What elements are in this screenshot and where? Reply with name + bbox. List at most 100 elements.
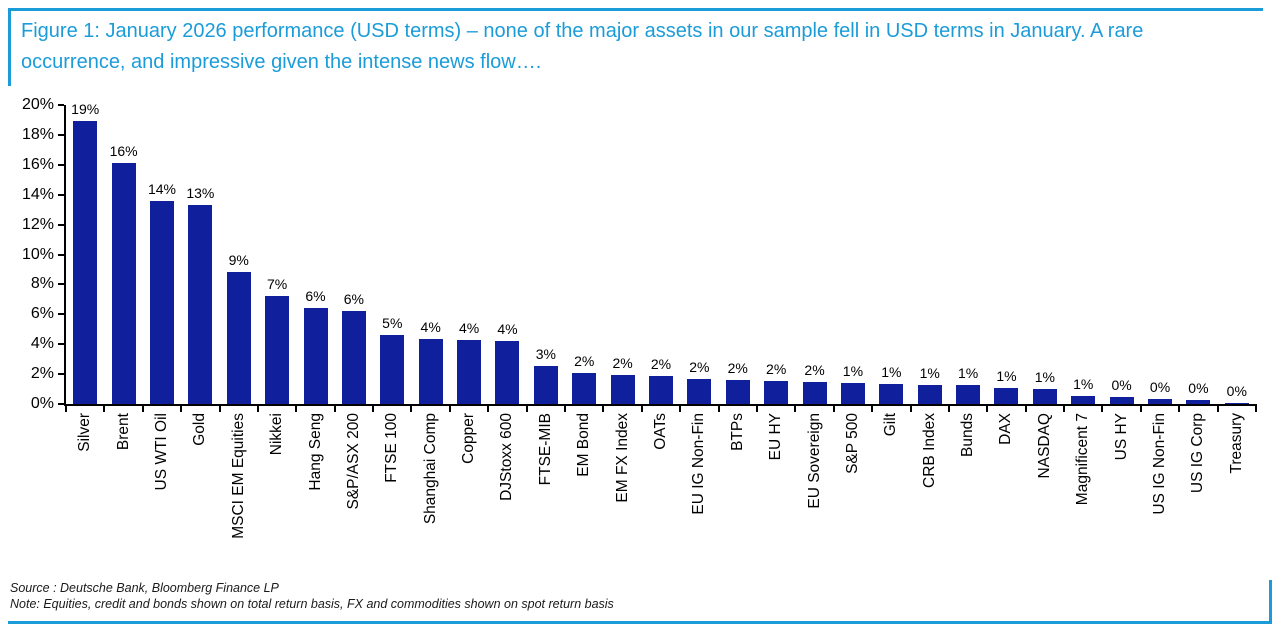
bar bbox=[994, 388, 1019, 404]
category-label: EM Bond bbox=[565, 413, 603, 573]
bar-value-label: 1% bbox=[881, 364, 902, 380]
category-label-text: S&P 500 bbox=[843, 413, 861, 474]
y-axis-label: 4% bbox=[30, 335, 54, 353]
category-label-text: CRB Index bbox=[920, 413, 938, 488]
bar bbox=[1148, 399, 1173, 404]
bar-value-label: 2% bbox=[766, 361, 787, 377]
bar bbox=[1224, 403, 1249, 404]
category-label: Magnificent 7 bbox=[1064, 413, 1102, 573]
x-axis-tick bbox=[986, 404, 989, 412]
y-axis-label: 20% bbox=[21, 96, 54, 113]
source-text: Source : Deutsche Bank, Bloomberg Financ… bbox=[10, 581, 279, 595]
x-axis-tick bbox=[218, 404, 221, 412]
category-label-text: Magnificent 7 bbox=[1074, 413, 1092, 506]
y-axis-tick bbox=[58, 373, 64, 376]
category-label-text: MSCI EM Equities bbox=[229, 413, 247, 539]
title-box: Figure 1: January 2026 performance (USD … bbox=[8, 8, 1263, 86]
bar bbox=[802, 382, 827, 404]
bar-value-label: 19% bbox=[71, 101, 100, 117]
x-axis-tick bbox=[794, 404, 797, 412]
category-label-text: FTSE-MIB bbox=[536, 413, 554, 486]
bottom-border-bracket bbox=[8, 580, 1272, 624]
y-axis-label: 6% bbox=[30, 305, 54, 323]
category-label: Hang Seng bbox=[296, 413, 334, 573]
x-axis-tick bbox=[871, 404, 874, 412]
category-label-text: EM Bond bbox=[575, 413, 593, 477]
x-axis-tick bbox=[487, 404, 490, 412]
y-axis-label: 14% bbox=[21, 185, 54, 203]
x-axis-tick bbox=[410, 404, 413, 412]
bar bbox=[495, 341, 520, 404]
bar-value-label: 2% bbox=[727, 360, 748, 376]
bar-value-label: 0% bbox=[1149, 379, 1171, 395]
category-label-text: FTSE 100 bbox=[383, 413, 401, 483]
y-axis-tick bbox=[58, 403, 64, 405]
x-axis-tick bbox=[717, 404, 720, 412]
category-label: CRB Index bbox=[911, 413, 949, 573]
bar bbox=[649, 376, 673, 404]
bar-value-label: 0% bbox=[1111, 377, 1132, 393]
bar bbox=[418, 339, 443, 404]
y-axis-tick bbox=[58, 283, 64, 286]
bar bbox=[1186, 400, 1211, 404]
bar-value-label: 3% bbox=[535, 346, 556, 362]
x-axis-tick bbox=[103, 404, 106, 412]
category-label: Copper bbox=[450, 413, 488, 573]
bar bbox=[687, 379, 712, 404]
category-label-text: Nikkei bbox=[268, 413, 286, 456]
y-axis-tick bbox=[58, 104, 64, 106]
category-label-text: US IG Corp bbox=[1189, 413, 1207, 494]
bar bbox=[956, 385, 981, 404]
x-axis-tick bbox=[295, 404, 298, 412]
bar-value-label: 2% bbox=[650, 356, 672, 372]
category-label: FTSE 100 bbox=[373, 413, 411, 573]
category-label: Treasury bbox=[1218, 413, 1256, 573]
y-axis-tick bbox=[58, 313, 64, 316]
x-axis-tick bbox=[602, 404, 605, 412]
bar-value-label: 1% bbox=[1034, 369, 1055, 385]
category-label: US WTI Oil bbox=[143, 413, 181, 573]
x-axis-tick bbox=[141, 404, 144, 412]
bar bbox=[226, 272, 251, 404]
bar bbox=[73, 121, 98, 404]
bar bbox=[1109, 397, 1134, 404]
bar bbox=[1071, 396, 1096, 404]
bar bbox=[149, 201, 174, 404]
bar bbox=[111, 163, 136, 404]
category-label-text: S&P/ASX 200 bbox=[344, 413, 362, 510]
category-label: Bunds bbox=[949, 413, 987, 573]
category-label-text: Gilt bbox=[882, 413, 900, 437]
bar-value-label: 2% bbox=[612, 355, 633, 371]
bar bbox=[725, 380, 750, 404]
bar-value-label: 7% bbox=[267, 276, 288, 292]
category-label: EM FX Index bbox=[603, 413, 641, 573]
x-axis-tick bbox=[372, 404, 375, 412]
y-axis-label: 16% bbox=[21, 155, 54, 173]
bar bbox=[917, 385, 942, 404]
category-label: US HY bbox=[1102, 413, 1140, 573]
category-label: EU HY bbox=[757, 413, 795, 573]
x-axis-tick bbox=[65, 404, 67, 412]
bar bbox=[840, 383, 865, 404]
category-label: EU Sovereign bbox=[795, 413, 833, 573]
category-label-text: BTPs bbox=[728, 413, 746, 451]
bar-value-label: 4% bbox=[458, 320, 480, 336]
x-axis-tick bbox=[832, 404, 835, 412]
x-axis-tick bbox=[180, 404, 183, 412]
category-label: DJStoxx 600 bbox=[488, 413, 526, 573]
bar-value-label: 5% bbox=[382, 315, 403, 331]
category-label-text: DAX bbox=[997, 413, 1015, 445]
figure-title: Figure 1: January 2026 performance (USD … bbox=[21, 20, 1144, 73]
category-label: BTPs bbox=[719, 413, 757, 573]
bar-value-label: 13% bbox=[186, 185, 215, 201]
category-label: FTSE-MIB bbox=[527, 413, 565, 573]
y-axis-tick bbox=[58, 163, 64, 166]
category-label: Silver bbox=[66, 413, 104, 573]
category-label-text: EM FX Index bbox=[613, 413, 631, 503]
category-label-text: EU HY bbox=[767, 413, 785, 461]
x-axis-tick bbox=[1139, 404, 1142, 412]
x-axis-tick bbox=[909, 404, 912, 412]
y-axis-tick bbox=[58, 133, 64, 136]
